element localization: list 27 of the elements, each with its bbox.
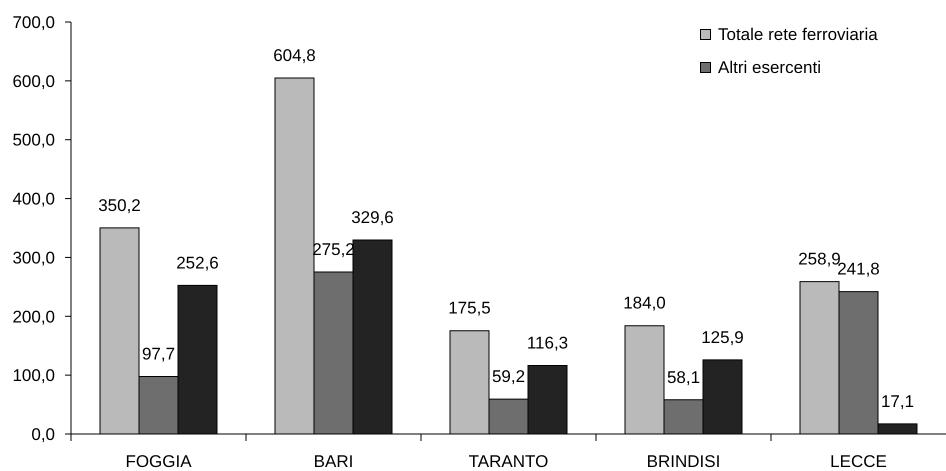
- data-label: 604,8: [273, 46, 316, 66]
- y-tick-label: 0,0: [31, 424, 55, 444]
- x-tick-label: LECCE: [830, 452, 887, 470]
- data-label: 17,1: [880, 392, 914, 411]
- data-label: 97,7: [142, 344, 176, 364]
- data-label: 184,0: [623, 294, 666, 313]
- x-tick-label: TARANTO: [468, 452, 548, 470]
- y-tick-label: 200,0: [12, 306, 55, 326]
- legend-label: Totale rete ferroviaria: [718, 24, 878, 44]
- data-label: 350,2: [98, 196, 141, 215]
- data-label: 116,3: [526, 334, 568, 353]
- x-tick-label: FOGGIA: [125, 452, 192, 470]
- y-tick-label: 100,0: [12, 366, 55, 385]
- x-tick-label: BARI: [314, 452, 354, 470]
- y-tick-label: 400,0: [12, 189, 55, 208]
- y-tick-label: 700,0: [12, 12, 55, 32]
- y-tick-label: 600,0: [12, 71, 55, 90]
- y-tick-label: 500,0: [12, 130, 55, 150]
- data-label: 329,6: [351, 208, 394, 228]
- data-label: 58,1: [666, 368, 700, 387]
- legend-label: Altri esercenti: [718, 58, 821, 78]
- x-tick-label: BRINDISI: [646, 452, 720, 470]
- data-label: 125,9: [701, 328, 744, 347]
- y-tick-label: 300,0: [12, 248, 55, 267]
- data-label: 252,6: [176, 253, 219, 272]
- data-label: 175,5: [448, 298, 491, 318]
- data-label: 59,2: [492, 367, 526, 386]
